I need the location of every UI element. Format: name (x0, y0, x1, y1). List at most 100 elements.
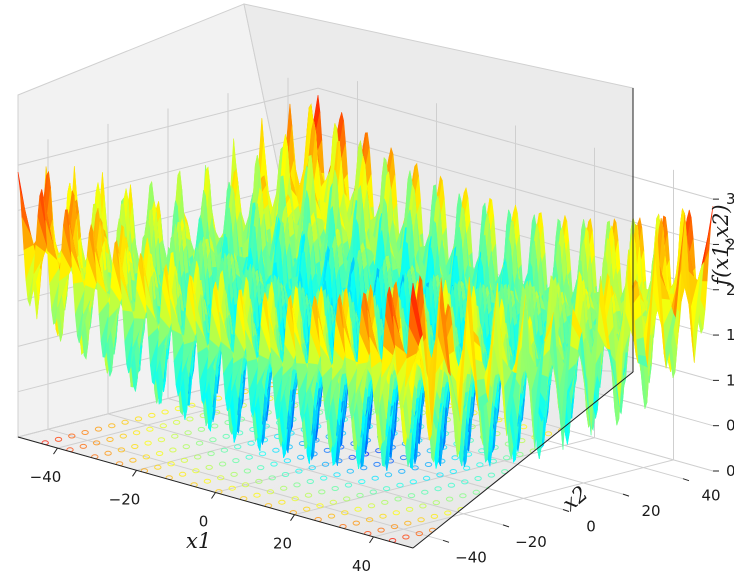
contour-ring (167, 461, 175, 467)
contour-ring (360, 465, 368, 471)
contour-ring (415, 531, 423, 537)
contour-ring (92, 440, 101, 446)
contour-ring (245, 454, 253, 460)
contour-ring (333, 472, 341, 478)
contour-ring (144, 440, 152, 446)
contour-ring (495, 510, 503, 516)
contour-ring (407, 493, 416, 499)
contour-ring (371, 475, 379, 481)
contour-ring (430, 513, 439, 519)
contour-ring (604, 469, 612, 475)
contour-ring (421, 489, 429, 495)
contour-ring (184, 430, 192, 436)
contour-ring (588, 486, 597, 492)
contour-ring (444, 510, 452, 516)
contour-ring (207, 451, 215, 457)
contour-ring (537, 486, 545, 492)
contour-ring (436, 472, 444, 478)
contour-ring (291, 496, 299, 502)
contour-ring (146, 426, 154, 432)
contour-ring (381, 499, 389, 505)
contour-ring (468, 517, 477, 523)
contour-ring (522, 503, 530, 509)
contour-ring (514, 465, 522, 471)
surface (17, 94, 714, 471)
contour-ring (409, 479, 417, 485)
contour-ring (390, 524, 399, 530)
contour-ring (81, 430, 89, 435)
contour-ring (232, 458, 240, 464)
contour-ring (365, 517, 374, 523)
contour-ring (278, 499, 286, 505)
contour-ring (341, 510, 349, 516)
contour-ring (394, 496, 402, 502)
contour-ring (451, 455, 459, 461)
contour-ring (459, 493, 467, 499)
contour-ring (346, 468, 354, 474)
contour-ring (499, 483, 507, 488)
contour-ring (550, 483, 559, 489)
contour-ring (369, 489, 377, 495)
contour-ring (343, 496, 351, 502)
contour-ring (211, 423, 219, 429)
contour-ring (461, 479, 469, 485)
contour-ring (154, 464, 162, 470)
contour-ring (487, 472, 496, 478)
contour-ring (129, 457, 137, 463)
contour-ring (94, 426, 103, 432)
contour-ring (258, 451, 267, 457)
contour-ring (203, 478, 212, 484)
contour-ring (615, 479, 623, 485)
contour-ring (524, 489, 532, 495)
contour-ring (159, 423, 168, 429)
contour-ring (266, 489, 275, 495)
contour-ring (564, 479, 572, 485)
contour-ring (455, 520, 463, 526)
contour-ring (402, 534, 410, 540)
contour-ring (104, 450, 112, 456)
contour-ring (482, 514, 490, 519)
contour-ring (384, 472, 393, 478)
contour-ring (590, 472, 599, 478)
contour-ring (497, 496, 505, 502)
contour-ring (474, 476, 482, 481)
contour-ring (217, 475, 225, 481)
contour-ring (512, 479, 520, 485)
contour-ring (316, 503, 324, 509)
contour-ring (253, 492, 261, 498)
contour-ring (182, 444, 191, 450)
contour-ring (379, 513, 387, 519)
contour-ring (548, 496, 557, 502)
grid-line-z (17, 87, 714, 200)
contour-ring (628, 476, 633, 482)
contour-ring (592, 459, 600, 464)
contour-ring (308, 465, 316, 471)
contour-ring (195, 440, 204, 446)
contour-ring (197, 426, 206, 432)
contour-ring (567, 452, 576, 457)
contour-ring (303, 506, 311, 512)
contour-ring (552, 469, 560, 475)
contour-ring (643, 474, 649, 478)
contour-ring (602, 483, 610, 489)
contour-ring (476, 462, 484, 468)
contour-ring (272, 447, 280, 453)
contour-ring (220, 447, 229, 453)
contour-ring (281, 472, 290, 477)
contour-ring (502, 455, 511, 461)
contour-ring (422, 475, 431, 481)
contour-ring (447, 482, 456, 488)
contour-ring (222, 433, 230, 439)
contour-ring (331, 486, 339, 491)
contour-ring (155, 451, 164, 456)
contour-ring (358, 479, 366, 485)
contour-ring (295, 468, 303, 474)
contour-ring (209, 437, 217, 443)
contour-ring (142, 454, 151, 460)
contour-ring (577, 476, 585, 482)
contour-ring (270, 461, 278, 467)
contour-ring (484, 500, 492, 506)
contour-ring (419, 503, 427, 509)
contour-ring (619, 452, 627, 458)
